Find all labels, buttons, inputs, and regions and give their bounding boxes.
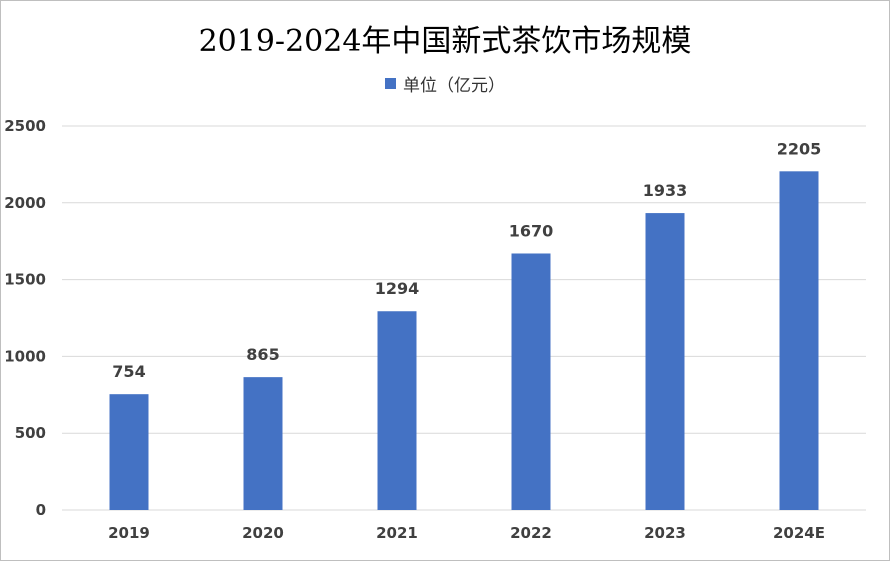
x-tick-label: 2020 <box>242 524 284 542</box>
data-label: 1294 <box>375 279 420 298</box>
bars <box>109 171 819 511</box>
data-label: 754 <box>112 362 145 381</box>
y-axis-ticks: 0 500 1000 1500 2000 2500 <box>4 117 46 519</box>
bar <box>109 394 149 510</box>
data-labels: 754 865 1294 1670 1933 2205 <box>112 139 821 381</box>
y-tick-label: 1500 <box>4 271 46 289</box>
data-label: 1933 <box>643 181 688 200</box>
x-tick-label: 2022 <box>510 524 552 542</box>
y-tick-label: 500 <box>15 424 46 442</box>
y-tick-label: 1000 <box>4 347 46 365</box>
x-tick-label: 2021 <box>376 524 418 542</box>
bar <box>377 311 417 510</box>
data-label: 865 <box>246 345 279 364</box>
bar <box>243 377 283 510</box>
x-tick-label: 2019 <box>108 524 150 542</box>
y-tick-label: 2500 <box>4 117 46 135</box>
bar <box>645 213 685 511</box>
chart-legend: 单位（亿元） <box>0 71 890 96</box>
x-tick-label: 2023 <box>644 524 686 542</box>
gridlines <box>62 125 866 511</box>
chart-title: 2019-2024年中国新式茶饮市场规模 <box>198 24 692 59</box>
x-axis-ticks: 2019 2020 2021 2022 2023 2024E <box>108 524 825 542</box>
y-tick-label: 0 <box>36 501 46 519</box>
data-label: 2205 <box>777 139 822 158</box>
data-label: 1670 <box>509 221 554 240</box>
legend-label: 单位（亿元） <box>403 76 505 96</box>
bar <box>511 253 551 510</box>
bar <box>779 171 819 510</box>
legend-swatch <box>385 78 396 89</box>
y-tick-label: 2000 <box>4 194 46 212</box>
x-tick-label: 2024E <box>773 524 825 542</box>
